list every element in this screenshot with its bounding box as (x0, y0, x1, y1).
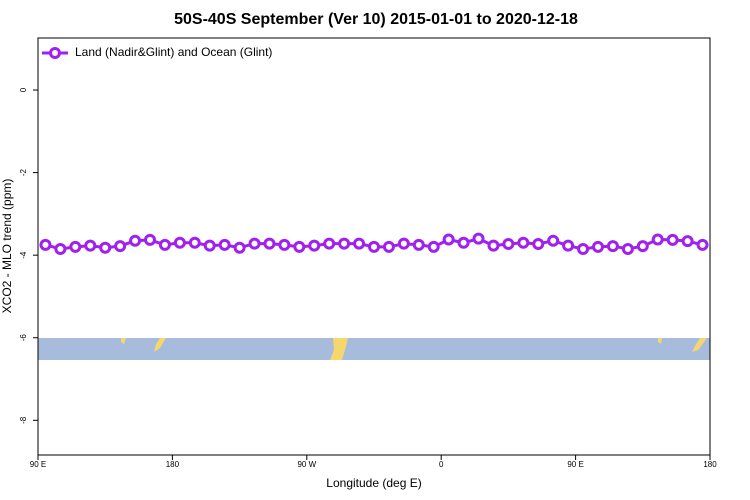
data-point (606, 240, 619, 253)
data-point (517, 236, 530, 249)
chart-title: 50S-40S September (Ver 10) 2015-01-01 to… (174, 11, 578, 28)
data-point (397, 237, 410, 250)
data-point (681, 235, 694, 248)
x-axis-label: Longitude (deg E) (326, 476, 421, 490)
data-point (621, 242, 634, 255)
data-point (472, 232, 485, 245)
legend-label: Land (Nadir&Glint) and Ocean (Glint) (75, 45, 272, 59)
data-point (487, 239, 500, 252)
data-point (696, 238, 709, 251)
data-point (547, 234, 560, 247)
data-point (293, 240, 306, 253)
data-point (233, 241, 246, 254)
data-point (651, 233, 664, 246)
y-tick-label: -8 (19, 416, 28, 424)
data-point (69, 240, 82, 253)
x-tick-label: 180 (703, 460, 717, 469)
x-tick-label: 90 W (297, 460, 316, 469)
ocean-band (38, 338, 710, 360)
y-tick-label: -6 (19, 334, 28, 342)
data-point (39, 238, 52, 251)
y-axis-label: XCO2 - MLO trend (ppm) (0, 179, 14, 314)
x-tick-label: 180 (166, 460, 180, 469)
land (121, 338, 126, 344)
data-point (144, 233, 156, 246)
land (330, 338, 348, 360)
data-point (382, 240, 395, 253)
data-point (353, 237, 366, 250)
data-point (308, 239, 321, 252)
data-point (278, 238, 291, 251)
data-point (84, 239, 97, 252)
land (658, 338, 662, 344)
x-tick-label: 90 E (30, 460, 46, 469)
data-point (129, 234, 142, 247)
data-point (532, 238, 545, 251)
data-point (114, 240, 127, 253)
y-tick-label: 0 (19, 87, 28, 92)
legend: Land (Nadir&Glint) and Ocean (Glint) (42, 45, 272, 59)
data-point (592, 240, 604, 253)
data-point (562, 239, 575, 252)
map-strip (38, 338, 710, 360)
data-point (248, 237, 261, 250)
data-point (203, 239, 216, 252)
data-point (263, 237, 276, 250)
data-point (323, 237, 336, 250)
data-point (99, 241, 112, 254)
y-tick-label: -2 (19, 168, 28, 176)
data-point (188, 236, 201, 249)
data-point (457, 236, 470, 249)
land (154, 338, 166, 352)
land (692, 338, 707, 352)
y-tick-label: -4 (19, 251, 28, 259)
data-point (666, 233, 679, 246)
x-tick-label: 0 (439, 460, 444, 469)
data-point (502, 238, 515, 251)
data-point (338, 237, 351, 250)
data-point (442, 233, 455, 246)
data-point (54, 242, 67, 255)
data-point (412, 238, 425, 251)
data-point (636, 240, 649, 253)
data-point (218, 238, 231, 251)
x-tick-label: 90 E (567, 460, 583, 469)
data-point (158, 238, 171, 251)
data-point (173, 236, 186, 249)
data-point (427, 240, 440, 253)
data-point (368, 240, 380, 253)
legend-marker (49, 47, 61, 59)
plot-frame (37, 37, 711, 456)
data-point (577, 242, 590, 255)
